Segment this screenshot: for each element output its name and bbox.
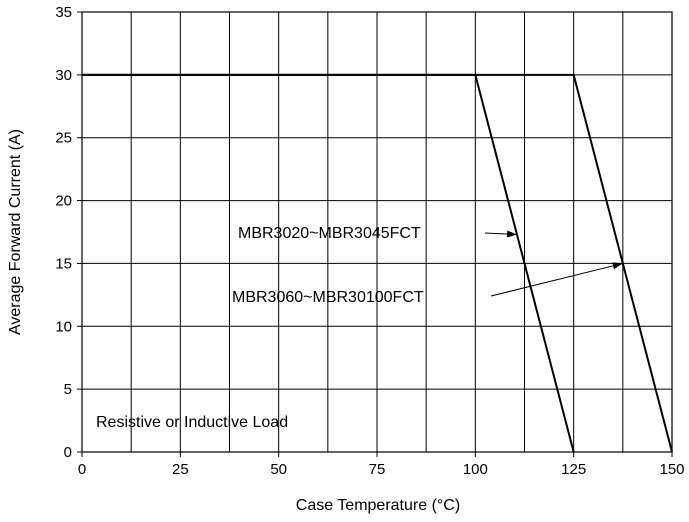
x-tick-label: 100 — [463, 461, 488, 478]
y-tick-label: 35 — [55, 4, 72, 21]
annotation-leader-line — [490, 262, 623, 297]
x-tick-label: 50 — [270, 461, 287, 478]
y-tick-label: 20 — [55, 193, 72, 210]
y-tick-label: 0 — [64, 444, 72, 461]
annotation-label-3: Resistive or Inductive Load — [96, 414, 288, 431]
x-tick-label: 125 — [561, 461, 586, 478]
tick-labels: 0 25 50 75 100 125 150 0 5 10 15 20 25 30 35 — [55, 4, 684, 478]
arrowhead-icon — [612, 262, 623, 270]
x-tick-label: 75 — [369, 461, 386, 478]
series-line-2 — [82, 73, 673, 453]
y-tick-label: 5 — [64, 381, 72, 398]
x-tick-label: 150 — [659, 461, 684, 478]
x-tick-label: 0 — [78, 461, 86, 478]
y-tick-label: 30 — [55, 67, 72, 84]
annotation-label-2: MBR3060~MBR30100FCT — [232, 289, 424, 306]
y-tick-label: 10 — [55, 318, 72, 335]
x-tick-label: 25 — [172, 461, 189, 478]
annotation-layer: MBR3020~MBR3045FCT MBR3060~MBR30100FCT Res… — [96, 225, 623, 431]
series-layer — [82, 73, 673, 453]
y-axis-title: Average Forward Current (A) — [7, 129, 24, 335]
arrowhead-icon — [506, 230, 518, 238]
x-axis-title: Case Temperature (°C) — [296, 497, 460, 514]
y-tick-label: 25 — [55, 130, 72, 147]
annotation-label-1: MBR3020~MBR3045FCT — [238, 225, 421, 242]
y-tick-label: 15 — [55, 255, 72, 272]
